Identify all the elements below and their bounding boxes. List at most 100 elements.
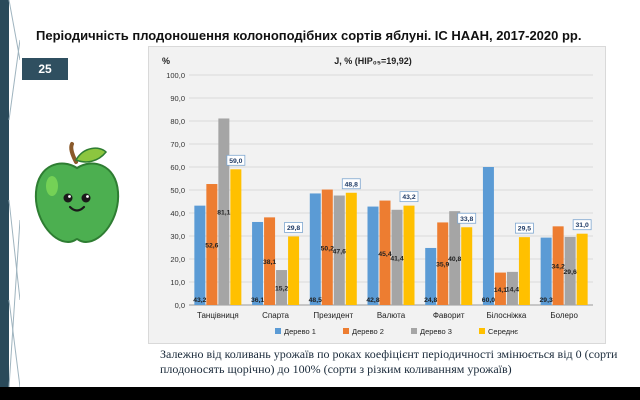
bar (403, 205, 415, 305)
bar (264, 217, 276, 305)
legend-label: Середнє (488, 327, 518, 336)
data-label: 14,4 (506, 286, 519, 293)
x-axis-ticks: Танцівниця Спарта Президент Валюта Фаворит Бі… (197, 311, 579, 320)
data-label: 45,4 (378, 251, 391, 258)
bar (345, 192, 357, 305)
bar (437, 222, 449, 305)
bar (506, 271, 518, 305)
bar (461, 227, 473, 305)
x-tick-label: Танцівниця (197, 311, 239, 320)
decorative-side-bar (0, 0, 9, 387)
x-tick-label: Спарта (262, 311, 289, 320)
bar (425, 247, 437, 305)
data-label-box (399, 191, 419, 203)
data-label-box (572, 219, 592, 231)
data-label: 15,2 (275, 286, 288, 293)
data-label: 31,0 (576, 222, 589, 229)
data-label: 41,4 (390, 255, 403, 262)
legend-label: Дерево 2 (352, 327, 384, 336)
data-label: 38,1 (263, 259, 276, 266)
data-label-box (341, 178, 361, 190)
y-tick-label: 10,0 (170, 278, 185, 287)
bar-series (194, 118, 588, 305)
decorative-lines (8, 0, 20, 387)
data-label: 42,8 (366, 297, 379, 304)
data-label: 81,1 (217, 210, 230, 217)
x-tick-label: Фаворит (433, 311, 465, 320)
legend-swatch (275, 328, 281, 334)
data-label: 60,0 (482, 297, 495, 304)
y-tick-label: 70,0 (170, 140, 185, 149)
data-label-box (515, 222, 534, 234)
x-tick-label: Болеро (550, 311, 578, 320)
bar (482, 167, 494, 305)
data-label: 59,0 (229, 158, 242, 165)
chart-title: J, % (НІР₀₅=19,92) (334, 56, 411, 66)
data-label: 48,5 (309, 297, 322, 304)
legend-label: Дерево 3 (420, 327, 452, 336)
page-number-badge: 25 (22, 58, 68, 80)
data-label: 43,2 (402, 194, 415, 201)
bar (367, 206, 379, 305)
y-tick-label: 50,0 (170, 186, 185, 195)
bar (309, 193, 321, 305)
y-tick-label: 20,0 (170, 255, 185, 264)
legend-swatch (343, 328, 349, 334)
bar (518, 237, 530, 305)
bar (494, 272, 506, 305)
y-tick-label: 80,0 (170, 117, 185, 126)
chart-area: 0,0 10,0 20,0 30,0 40,0 50,0 60,0 70,0 80,0 90,0 1… (148, 46, 606, 344)
data-label: 40,8 (448, 256, 461, 263)
bar (194, 205, 206, 305)
data-label: 52,6 (205, 243, 218, 250)
bar (379, 200, 391, 305)
bar (564, 236, 576, 305)
bar (449, 211, 461, 305)
data-label: 29,5 (518, 226, 531, 233)
y-axis-label: % (162, 56, 170, 66)
x-tick-label: Президент (313, 311, 353, 320)
data-label: 24,8 (424, 297, 437, 304)
x-tick-label: Валюта (377, 311, 406, 320)
bar (218, 118, 230, 305)
bar-data-labels: 43,2 52,6 81,1 59,0 36,1 38,1 15,2 29,8 48,5 50,2… (193, 154, 592, 304)
data-label: 36,1 (251, 297, 264, 304)
legend-swatch (411, 328, 417, 334)
y-tick-label: 30,0 (170, 232, 185, 241)
bar (540, 237, 552, 305)
legend-label: Дерево 1 (284, 327, 316, 336)
y-axis-ticks: 0,0 10,0 20,0 30,0 40,0 50,0 60,0 70,0 80,0 90,0 1… (166, 71, 185, 310)
y-tick-label: 100,0 (166, 71, 185, 80)
data-label: 50,2 (321, 245, 334, 252)
slide: Періодичність плодоношення колоноподібни… (0, 0, 640, 387)
x-tick-label: Білосніжка (486, 311, 526, 320)
bar (206, 184, 218, 305)
data-label: 29,8 (287, 225, 300, 232)
y-tick-label: 0,0 (175, 301, 185, 310)
data-label: 29,6 (564, 269, 577, 276)
data-label: 47,6 (333, 248, 346, 255)
bar (288, 236, 300, 305)
bar (252, 221, 264, 305)
bar (230, 169, 242, 305)
bar-chart: 0,0 10,0 20,0 30,0 40,0 50,0 60,0 70,0 80,0 90,0 1… (162, 56, 593, 336)
data-label: 29,3 (540, 297, 553, 304)
legend: Дерево 1 Дерево 2 Дерево 3 Середнє (275, 327, 518, 336)
apple-illustration (34, 142, 120, 244)
bar (552, 226, 564, 305)
slide-title: Періодичність плодоношення колоноподібни… (36, 28, 582, 43)
bar (276, 270, 288, 305)
slide-caption: Залежно від коливань урожаїв по роках ко… (160, 347, 618, 376)
y-tick-label: 40,0 (170, 209, 185, 218)
data-label: 48,8 (345, 181, 358, 188)
bar (333, 195, 345, 305)
bar (576, 233, 588, 305)
bar (321, 189, 333, 305)
y-tick-label: 90,0 (170, 94, 185, 103)
y-tick-label: 60,0 (170, 163, 185, 172)
legend-swatch (479, 328, 485, 334)
data-label: 43,2 (193, 297, 206, 304)
chart-grid (189, 74, 593, 306)
data-label: 14,1 (494, 287, 507, 294)
data-label: 34,2 (552, 264, 565, 271)
